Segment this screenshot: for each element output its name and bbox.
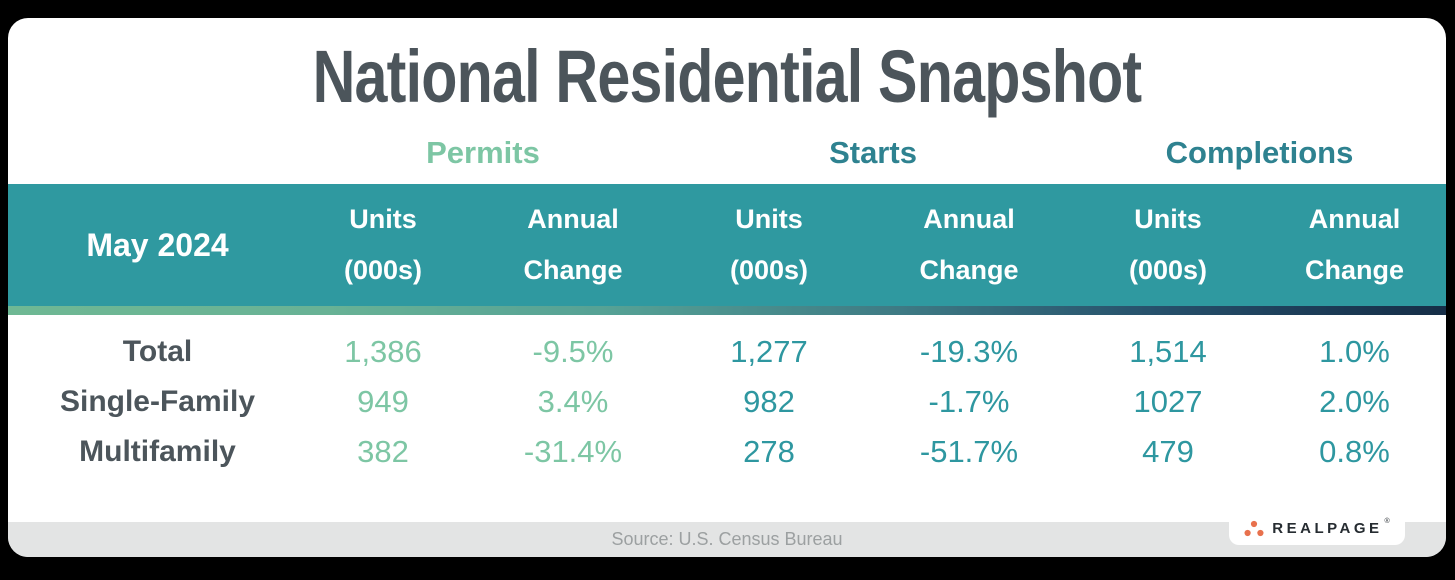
header-units-line1: Units [735,204,803,234]
trademark-mark: ® [1384,518,1390,525]
value-completions-units: 1027 [1133,384,1203,419]
page-title-text: National Residential Snapshot [312,35,1143,118]
value-permits-change: -9.5% [532,334,614,369]
value-permits-units: 1,386 [344,334,422,369]
value-starts-units: 278 [743,434,795,469]
column-group-permits: Permits [426,135,540,170]
table-row-total: Total 1,386 -9.5% 1,277 -19.3% 1,514 1.0… [8,327,1446,377]
value-starts-units: 982 [743,384,795,419]
snapshot-card: National Residential Snapshot Permits St… [8,18,1446,557]
row-label: Single-Family [59,385,256,418]
row-label: Multifamily [79,435,236,468]
page-title: National Residential Snapshot [8,34,1446,119]
header-completions-units: Units (000s) [1073,194,1263,296]
table-header-band: May 2024 Units (000s) Annual Change Unit… [8,184,1446,306]
header-starts-annual: Annual Change [865,194,1073,296]
realpage-dots-icon [1244,520,1264,537]
header-annual-line1: Annual [923,204,1015,234]
column-group-completions: Completions [1165,135,1354,170]
value-starts-change: -19.3% [919,334,1019,369]
value-completions-change: 0.8% [1319,434,1390,469]
realpage-logo: REALPAGE ® [1229,512,1405,545]
source-note: Source: U.S. Census Bureau [611,529,843,549]
value-completions-units: 1,514 [1129,334,1207,369]
header-units-line2: (000s) [343,255,423,285]
value-permits-change: -31.4% [523,434,623,469]
header-permits-units: Units (000s) [293,194,473,296]
column-group-header-row: Permits Starts Completions [8,122,1446,184]
header-units-line1: Units [1134,204,1202,234]
source-band: Source: U.S. Census Bureau [8,522,1446,557]
header-starts-units: Units (000s) [673,194,865,296]
value-starts-units: 1,277 [730,334,808,369]
table-body: Total 1,386 -9.5% 1,277 -19.3% 1,514 1.0… [8,327,1446,477]
header-permits-annual: Annual Change [473,194,673,296]
header-annual-line2: Change [523,255,623,285]
value-permits-units: 382 [357,434,409,469]
value-starts-change: -51.7% [919,434,1019,469]
value-permits-change: 3.4% [537,384,609,419]
value-permits-units: 949 [357,384,409,419]
table-row-single-family: Single-Family 949 3.4% 982 -1.7% 1027 2.… [8,377,1446,427]
header-units-line1: Units [349,204,417,234]
header-units-line2: (000s) [729,255,809,285]
column-group-starts: Starts [829,135,917,170]
header-completions-annual: Annual Change [1263,194,1446,296]
value-completions-change: 1.0% [1319,334,1390,369]
period-label: May 2024 [86,226,229,263]
row-label: Total [122,335,193,368]
gradient-divider [8,306,1446,315]
value-completions-units: 479 [1142,434,1194,469]
value-completions-change: 2.0% [1319,384,1390,419]
header-annual-line1: Annual [1308,204,1401,234]
header-annual-line2: Change [919,255,1019,285]
header-annual-line1: Annual [527,204,619,234]
table-row-multifamily: Multifamily 382 -31.4% 278 -51.7% 479 0.… [8,427,1446,477]
header-units-line2: (000s) [1128,255,1208,285]
realpage-wordmark: REALPAGE [1272,520,1383,537]
value-starts-change: -1.7% [928,384,1010,419]
header-annual-line2: Change [1304,255,1404,285]
